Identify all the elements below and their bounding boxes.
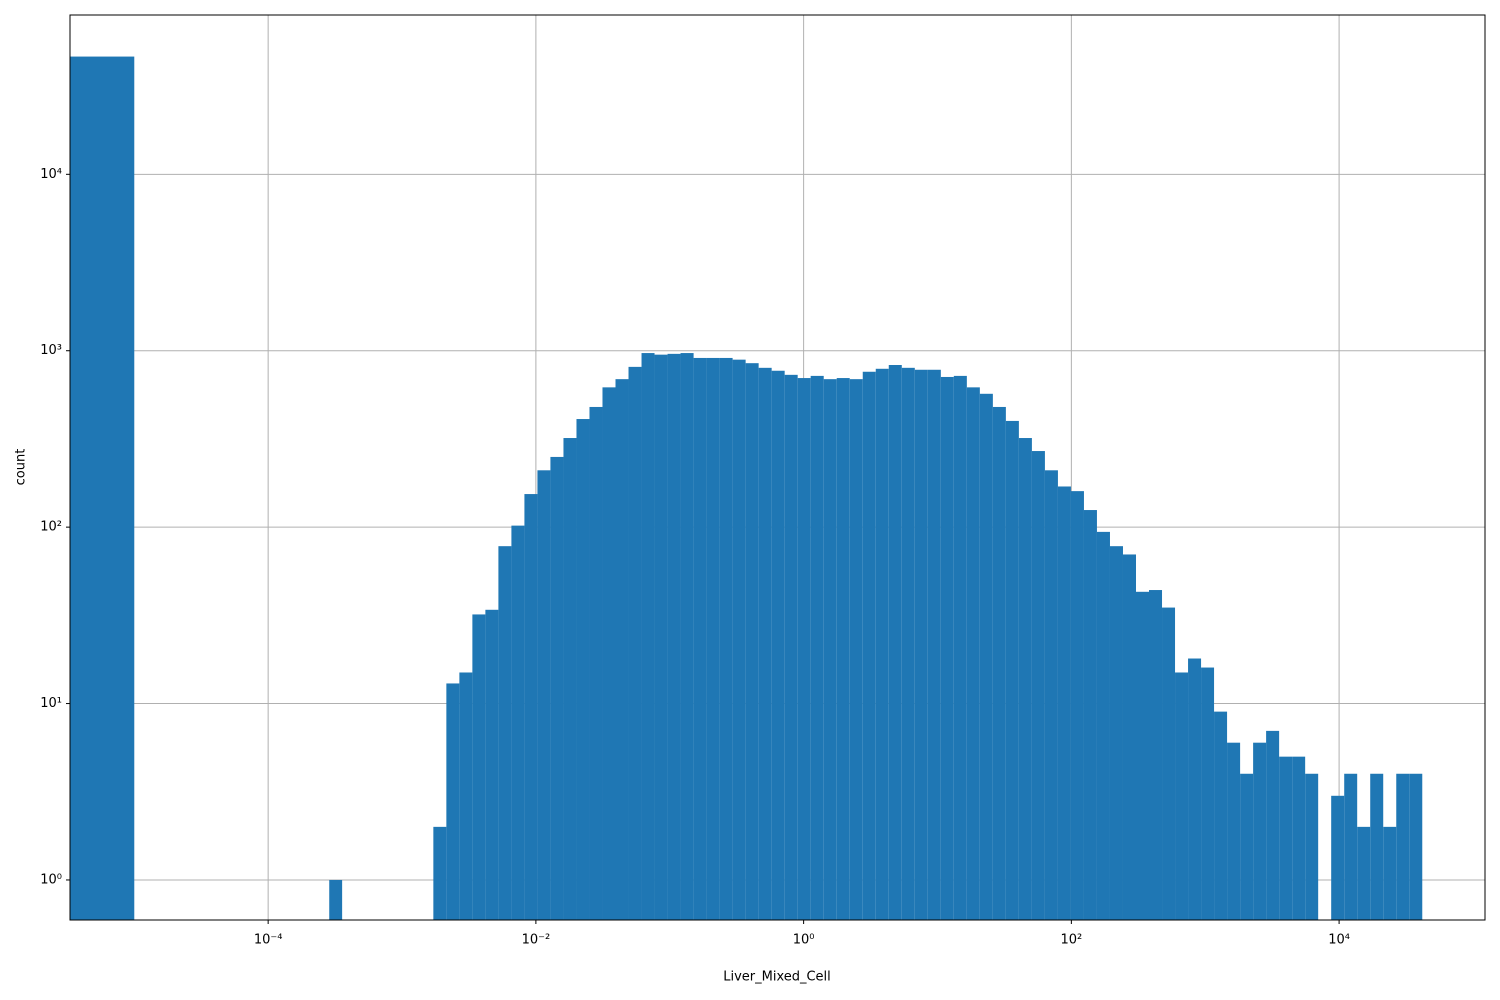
- plot-frame: [69, 14, 1486, 921]
- bar: [615, 379, 629, 920]
- bar: [771, 370, 785, 920]
- x-tick-label: 10⁴: [1328, 933, 1350, 948]
- x-tick-label: 10⁰: [793, 933, 815, 948]
- bar: [1357, 826, 1371, 920]
- bar: [1070, 491, 1084, 920]
- bar: [745, 363, 759, 920]
- bar: [706, 357, 720, 920]
- bar: [654, 354, 668, 920]
- bars: [70, 56, 1423, 920]
- bar: [758, 367, 772, 920]
- bar: [1240, 773, 1254, 920]
- bar: [1331, 795, 1345, 920]
- bar: [849, 379, 863, 920]
- bar: [563, 438, 577, 920]
- bar: [1096, 531, 1110, 920]
- bar: [1370, 773, 1384, 920]
- bar: [1083, 510, 1097, 920]
- bar: [1109, 546, 1123, 920]
- bar: [927, 369, 941, 920]
- bar: [1253, 742, 1267, 920]
- bar: [940, 376, 954, 920]
- bar: [602, 387, 616, 920]
- bar: [979, 393, 993, 920]
- bar: [680, 353, 694, 920]
- bar: [953, 375, 967, 920]
- x-tick-label: 10⁻⁴: [254, 933, 283, 948]
- bar: [784, 374, 798, 920]
- y-axis-label: count: [14, 449, 29, 486]
- bar: [888, 365, 902, 920]
- bar: [1162, 607, 1176, 920]
- bar: [472, 614, 486, 920]
- bar: [836, 378, 850, 920]
- bar: [589, 406, 603, 920]
- bar: [329, 879, 343, 920]
- bar: [914, 369, 928, 920]
- bar: [797, 378, 811, 920]
- bar: [667, 353, 681, 920]
- bar: [498, 546, 512, 920]
- bar: [1188, 658, 1202, 920]
- y-tick-label: 10¹: [40, 696, 62, 711]
- bar: [1214, 711, 1228, 920]
- bar: [459, 672, 473, 920]
- bar: [1383, 826, 1397, 920]
- bar: [70, 56, 135, 920]
- bar: [524, 494, 538, 920]
- bar: [693, 357, 707, 920]
- bar: [966, 387, 980, 920]
- bar: [1409, 773, 1423, 920]
- bar: [875, 368, 889, 920]
- bar: [1279, 756, 1293, 920]
- bar: [1031, 451, 1045, 920]
- bar: [901, 367, 915, 920]
- bar: [433, 826, 447, 920]
- bar: [1018, 438, 1032, 920]
- bar: [446, 683, 460, 920]
- bar: [732, 359, 746, 920]
- bar: [810, 375, 824, 920]
- bar: [628, 366, 642, 920]
- bar: [485, 609, 499, 920]
- x-tick-label: 10⁻²: [522, 933, 551, 948]
- bar: [1005, 420, 1019, 920]
- bar: [1201, 667, 1215, 920]
- x-tick-label: 10²: [1060, 933, 1082, 948]
- bar: [1044, 470, 1058, 920]
- bar: [576, 419, 590, 920]
- bar: [823, 379, 837, 920]
- bar: [1175, 672, 1189, 920]
- bar: [1149, 590, 1163, 920]
- bar: [550, 456, 564, 920]
- bar: [537, 470, 551, 920]
- y-tick-label: 10³: [40, 343, 62, 358]
- bar: [1305, 773, 1319, 920]
- bar: [1227, 742, 1241, 920]
- bar: [719, 357, 733, 920]
- y-tick-label: 10⁰: [40, 872, 62, 887]
- bar: [641, 353, 655, 920]
- bar: [862, 371, 876, 920]
- bar: [1057, 486, 1071, 920]
- y-tick-label: 10⁴: [40, 167, 62, 182]
- y-tick-label: 10²: [40, 520, 62, 535]
- bar: [1396, 773, 1410, 920]
- bar: [1136, 591, 1150, 920]
- bar: [1266, 730, 1280, 920]
- bar: [1122, 554, 1137, 920]
- bar: [992, 406, 1006, 920]
- bar: [1292, 756, 1306, 920]
- bar: [1344, 773, 1358, 920]
- bar: [511, 525, 525, 920]
- x-axis-label: Liver_Mixed_Cell: [723, 970, 831, 985]
